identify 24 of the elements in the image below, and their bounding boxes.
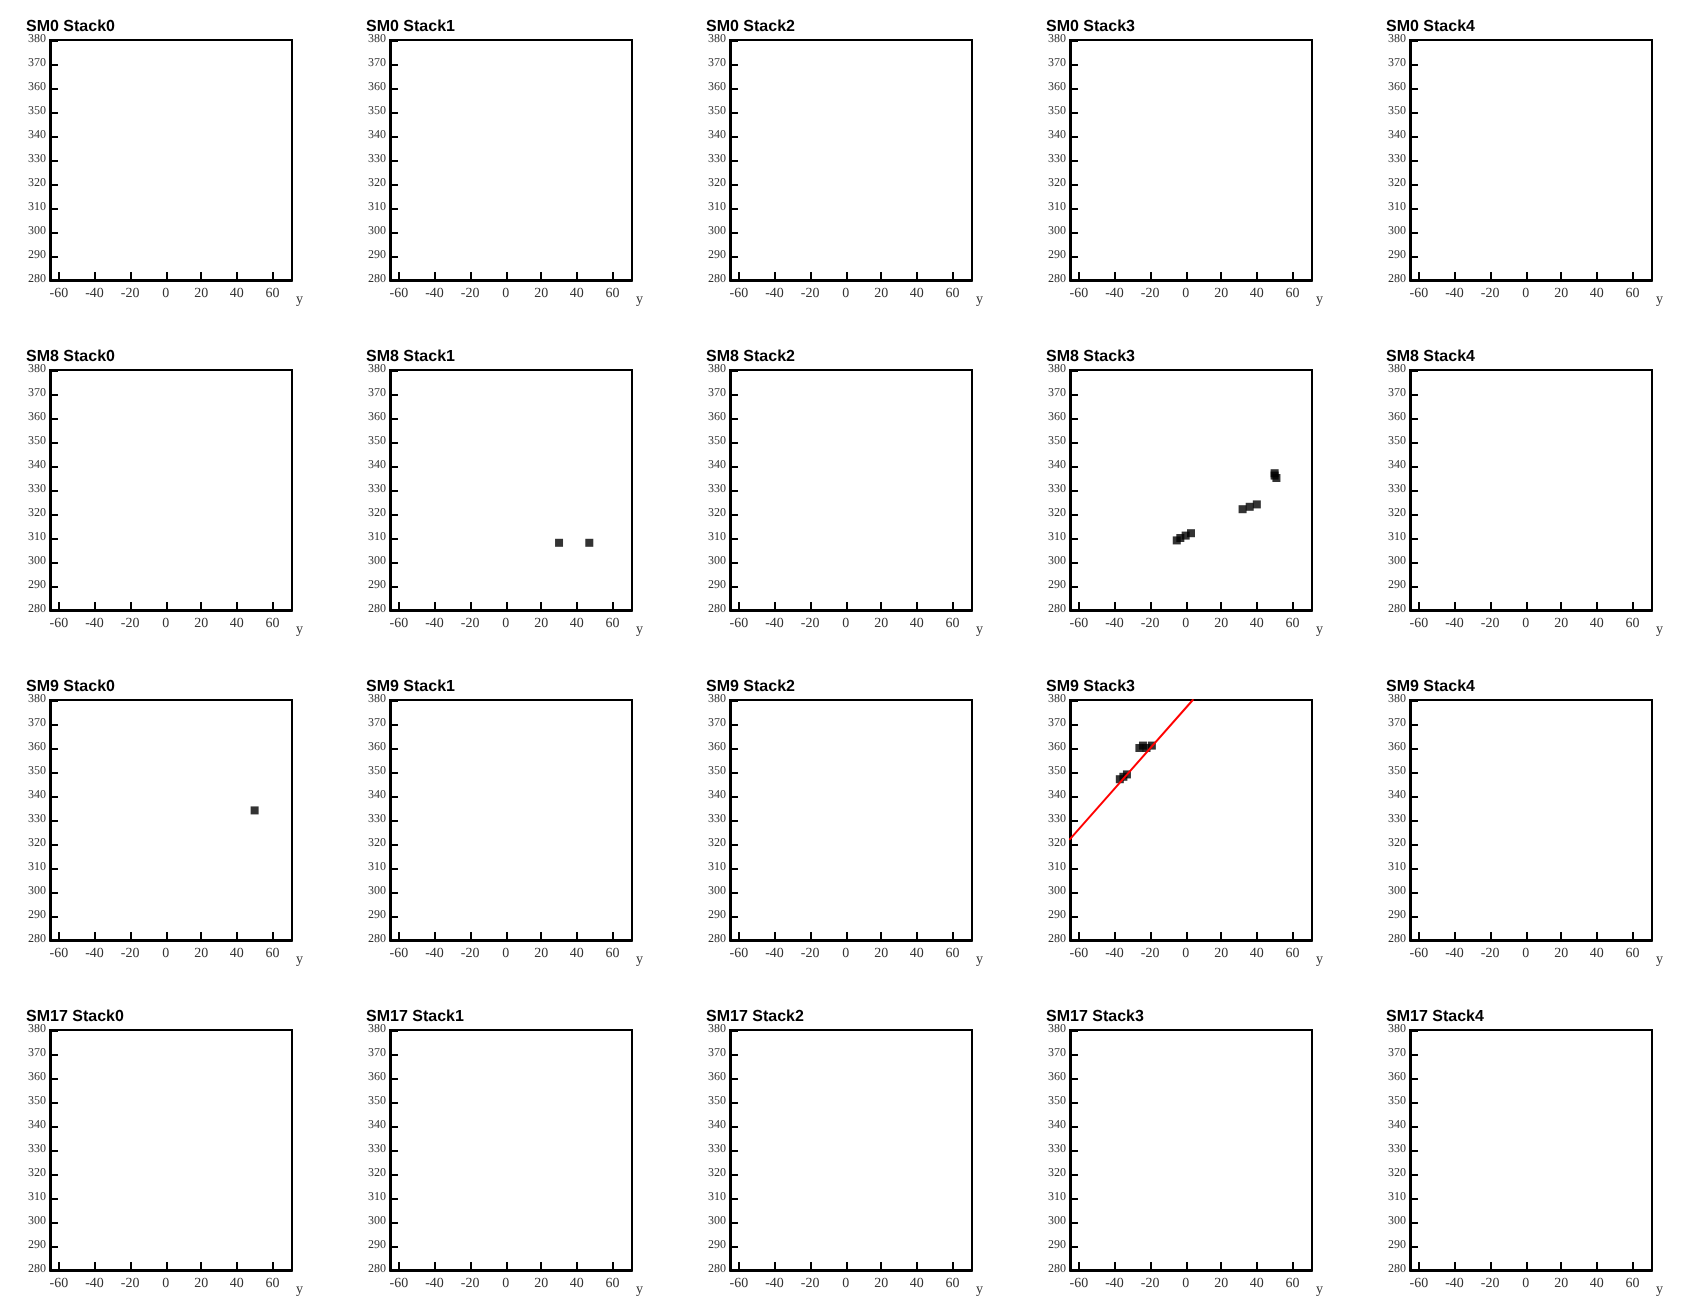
chart-title: SM17 Stack4 <box>1386 1007 1485 1025</box>
point <box>1252 500 1261 509</box>
chart-title: SM0 Stack1 <box>366 17 457 35</box>
chart-title: SM8 Stack1 <box>366 347 457 365</box>
chart-title: SM9 Stack0 <box>26 677 117 695</box>
chart-title: SM0 Stack2 <box>706 17 797 35</box>
chart-title: SM9 Stack3 <box>1046 677 1137 695</box>
chart-title: SM9 Stack2 <box>706 677 797 695</box>
point <box>1245 502 1254 511</box>
chart-title: SM8 Stack4 <box>1386 347 1477 365</box>
chart-title: SM17 Stack3 <box>1046 1007 1145 1025</box>
chart-title: SM9 Stack4 <box>1386 677 1477 695</box>
chart-title: SM0 Stack3 <box>1046 17 1137 35</box>
chart-title: SM8 Stack2 <box>706 347 797 365</box>
chart-title: SM0 Stack4 <box>1386 17 1477 35</box>
point <box>1187 529 1195 538</box>
point <box>1238 505 1247 514</box>
chart-title: SM8 Stack3 <box>1046 347 1137 365</box>
chart-title: SM9 Stack1 <box>366 677 457 695</box>
chart-title: SM17 Stack1 <box>366 1007 465 1025</box>
chart-title: SM8 Stack0 <box>26 347 117 365</box>
chart-title: SM17 Stack2 <box>706 1007 805 1025</box>
chart-title: SM17 Stack0 <box>26 1007 125 1025</box>
chart-title: SM0 Stack0 <box>26 17 117 35</box>
